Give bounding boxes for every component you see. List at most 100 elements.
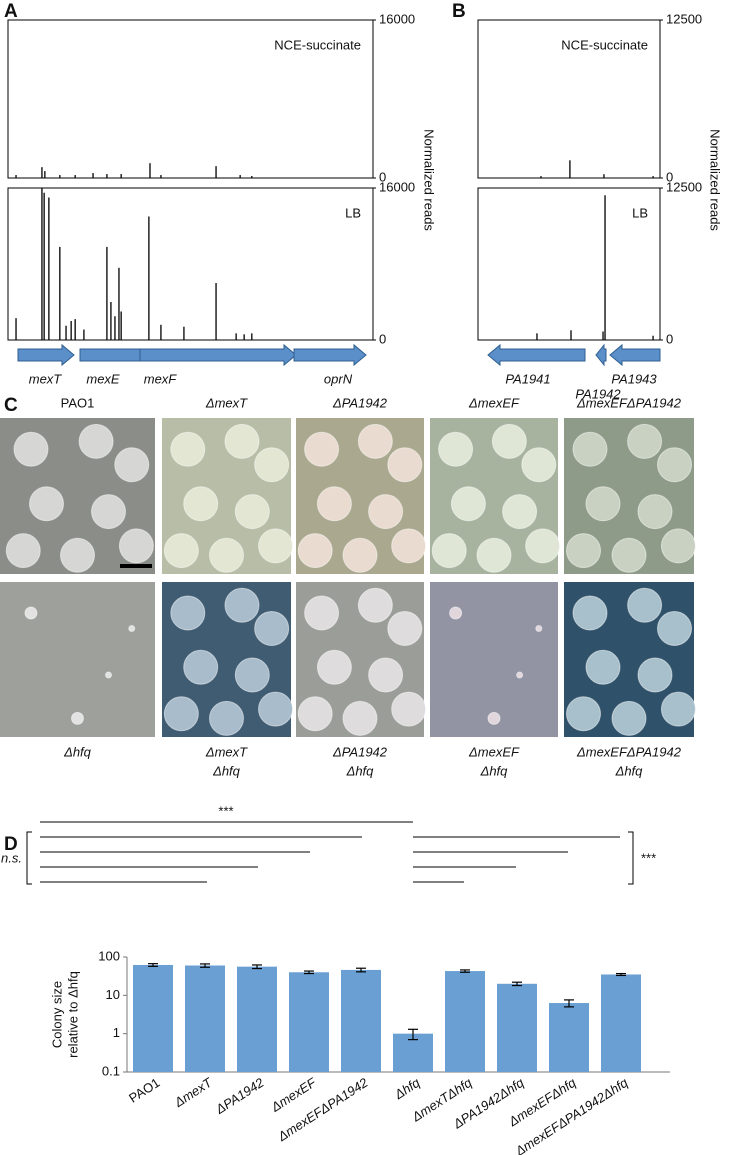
bar [601,974,641,1072]
error-bar [356,967,366,973]
strain-label: ΔmexEFΔPA1942 [576,395,682,410]
colony [224,587,260,623]
colony [476,537,512,573]
colony [297,533,333,569]
x-tick-label: ΔmexEFΔPA1942 [274,1074,371,1144]
colony [13,431,49,467]
colony [450,486,486,522]
y-tick-label: 1 [113,1025,120,1040]
condition-label: LB [632,205,648,220]
colony [391,528,427,564]
condition-label: LB [345,205,361,220]
plot-frame [7,187,374,341]
y-tick-label: 0 [666,331,673,346]
gene-label: PA1942 [575,386,621,401]
plot-frame [477,19,661,179]
colony [585,649,621,685]
strain-label: ΔmexT [205,744,248,759]
colony [391,691,427,727]
significance-label: *** [218,803,233,818]
strain-label: ΔmexEF [468,744,520,759]
significance-label: n.s. [1,850,22,865]
colony [254,611,290,646]
y-tick-label: 16000 [379,11,415,26]
gene-arrows [17,343,367,367]
colony [387,611,423,646]
bar [133,964,173,1072]
bar [445,971,485,1072]
panel-letter: C [4,395,18,416]
colony [438,431,474,467]
colony [24,606,38,620]
panel-letter: B [452,1,466,22]
photo [0,582,155,737]
colony-photos [0,418,696,737]
strain-label: Δhfq [615,763,644,778]
colony [254,447,290,483]
strain-label: Δhfq [346,763,375,778]
panel-letter: D [4,834,18,855]
y-tick-label: 12500 [666,179,702,194]
bar [341,969,381,1072]
colony [258,528,294,564]
colony [128,625,136,632]
colony [516,671,524,679]
colony [611,537,647,573]
gene-label: PA1941 [505,371,550,386]
y-tick-label: 0.1 [102,1063,120,1078]
error-bar [304,970,314,975]
colony [627,423,663,459]
y-axis-label: relative to Δhfq [65,971,80,1058]
error-bar [512,981,522,987]
colony [566,533,601,569]
colony [521,447,557,483]
colony [657,447,692,483]
gene-label: PA1943 [611,371,657,386]
gene-label: mexF [144,371,178,386]
panel-letter: A [4,1,18,22]
colony [234,657,270,693]
colony [660,691,696,727]
strain-label: ΔmexEFΔPA1942 [576,744,682,759]
colony [183,649,219,685]
significance-lines [26,821,634,885]
y-axis-label: Normalized reads [422,129,437,231]
colony [183,486,219,522]
colony [71,711,84,725]
colony [491,423,527,459]
plot-frame [7,19,374,179]
colony [105,671,112,679]
bar [185,965,225,1072]
colony [627,587,663,623]
colony [304,595,340,631]
error-bar [252,964,262,970]
colony [60,537,95,573]
strain-label: ΔPA1942 [332,395,388,410]
colony [502,494,538,530]
colony [585,486,621,522]
colony [637,657,673,693]
strain-label: ΔmexEF [468,395,520,410]
error-bar [616,972,626,977]
significance-label: *** [641,850,656,865]
y-axis-label: Normalized reads [708,129,723,231]
plot-frame [477,187,661,341]
colony [118,528,154,564]
bar [497,983,537,1072]
colony [316,649,352,685]
y-tick-label: 0 [379,331,386,346]
colony [209,537,244,573]
gene-label: mexE [86,371,120,386]
y-tick-label: 16000 [379,179,415,194]
condition-label: NCE-succinate [561,37,648,52]
colony [170,595,206,631]
colony [234,494,270,530]
photo [430,582,558,737]
error-bar [460,969,470,973]
condition-label: NCE-succinate [274,37,361,52]
colony [566,696,601,732]
y-tick-label: 0 [379,169,386,184]
colony [637,494,673,530]
colony [163,533,199,569]
colony [357,423,393,459]
